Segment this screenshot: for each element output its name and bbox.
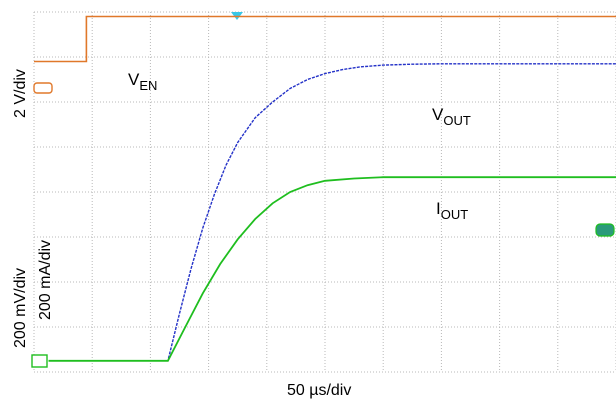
ven-label: VEN bbox=[128, 70, 157, 93]
vout-waveform bbox=[48, 63, 616, 362]
grid bbox=[33, 11, 616, 373]
iout-offset-marker-icon bbox=[595, 223, 615, 237]
ven-scale-label: 2 V/div bbox=[12, 69, 29, 118]
iout-waveform bbox=[48, 176, 616, 362]
vout-scale-label: 200 mV/div bbox=[12, 268, 29, 348]
iout-scale-label: 200 mA/div bbox=[37, 240, 54, 320]
ven-channel-marker-icon bbox=[33, 82, 53, 94]
ven-waveform bbox=[34, 15, 616, 63]
vout-iout-channel-marker-icon bbox=[31, 354, 48, 368]
vout-label: VOUT bbox=[432, 105, 471, 128]
iout-label: IOUT bbox=[436, 199, 468, 222]
time-scale-label: 50 µs/div bbox=[287, 382, 351, 399]
